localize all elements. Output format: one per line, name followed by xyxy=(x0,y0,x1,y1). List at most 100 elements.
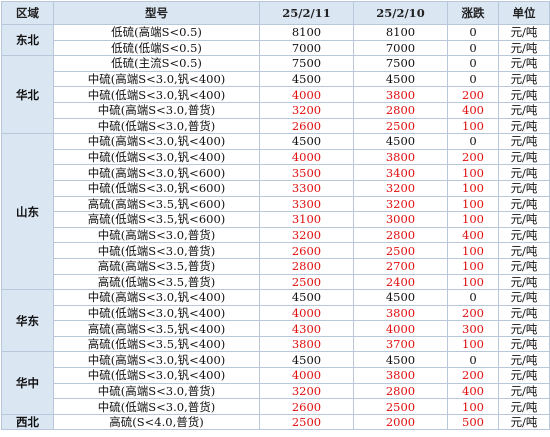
model-cell: 高硫(高端S<3.5,钒<600) xyxy=(53,195,260,213)
unit-cell: 元/吨 xyxy=(498,55,550,72)
region-cell: 华东 xyxy=(1,289,54,353)
table-row: 高硫(低端S<3.5,钒<600) 3100 3000 100 元/吨 xyxy=(2,211,550,228)
price-previous-cell: 3200 xyxy=(353,179,448,197)
table-row: 中硫(低端S<3.0,钒<400) 4000 3800 200 元/吨 xyxy=(2,148,550,166)
table-row: 中硫(高端S<3.0,钒<400) 4500 4500 0 元/吨 xyxy=(2,70,550,88)
price-current-cell: 2600 xyxy=(259,398,354,415)
unit-cell: 元/吨 xyxy=(498,242,550,259)
change-cell: 100 xyxy=(447,335,499,353)
unit-cell: 元/吨 xyxy=(498,70,550,88)
change-cell: 400 xyxy=(447,226,499,244)
price-previous-cell: 7500 xyxy=(353,55,448,72)
change-cell: 0 xyxy=(447,55,499,72)
table-row: 山东 中硫(高端S<3.0,钒<400) 4500 4500 0 元/吨 xyxy=(1,133,550,291)
region-cell: 西北 xyxy=(1,413,54,431)
model-cell: 中硫(低端S<3.0,普货) xyxy=(53,117,260,135)
price-previous-cell: 2500 xyxy=(353,117,448,135)
change-cell: 300 xyxy=(447,320,499,337)
price-current-cell: 4500 xyxy=(259,133,354,150)
table-row: 高硫(高端S<3.5,普货) 2800 2700 100 元/吨 xyxy=(2,257,550,275)
change-cell: 0 xyxy=(447,39,499,57)
table-row: 中硫(低端S<3.0,普货) 2600 2500 100 元/吨 xyxy=(2,242,550,259)
change-cell: 100 xyxy=(447,242,499,259)
model-cell: 中硫(低端S<3.0,钒<400) xyxy=(53,148,260,166)
price-previous-cell: 2700 xyxy=(353,257,448,275)
header-cell: 25/2/11 xyxy=(259,1,354,25)
price-current-cell: 3300 xyxy=(259,195,354,213)
table-row: 高硫(高端S<3.5,钒<400) 4300 4000 300 元/吨 xyxy=(2,320,550,337)
model-cell: 低硫(高端S<0.5) xyxy=(53,24,260,41)
model-cell: 高硫(低端S<3.5,钒<400) xyxy=(53,335,260,353)
header-cell: 单位 xyxy=(498,1,550,25)
price-previous-cell: 2400 xyxy=(353,273,448,291)
change-cell: 100 xyxy=(447,179,499,197)
unit-cell: 元/吨 xyxy=(498,273,550,291)
unit-cell: 元/吨 xyxy=(498,86,550,103)
header-row: 区域 型号 25/2/11 25/2/10 涨跌 单位 xyxy=(1,1,550,25)
model-cell: 中硫(高端S<3.0,钒<400) xyxy=(53,133,260,150)
change-cell: 200 xyxy=(447,304,499,322)
change-cell: 100 xyxy=(447,164,499,181)
region-cell: 东北 xyxy=(1,23,54,57)
table-row: 中硫(高端S<3.0,钒<600) 3500 3400 100 元/吨 xyxy=(2,164,550,181)
header-cell: 25/2/10 xyxy=(353,1,448,25)
unit-cell: 元/吨 xyxy=(498,304,550,322)
price-previous-cell: 4000 xyxy=(353,320,448,337)
price-previous-cell: 3000 xyxy=(353,211,448,228)
unit-cell: 元/吨 xyxy=(498,382,550,400)
model-cell: 中硫(低端S<3.0,普货) xyxy=(53,242,260,259)
change-cell: 100 xyxy=(447,211,499,228)
table-row: 高硫(低端S<3.5,钒<400) 3800 3700 100 元/吨 xyxy=(2,335,550,353)
model-cell: 中硫(低端S<3.0,钒<400) xyxy=(53,367,260,384)
unit-cell: 元/吨 xyxy=(498,117,550,135)
price-previous-cell: 2800 xyxy=(353,226,448,244)
model-cell: 中硫(低端S<3.0,钒<600) xyxy=(53,179,260,197)
model-cell: 中硫(高端S<3.0,钒<400) xyxy=(53,289,260,306)
change-cell: 100 xyxy=(447,398,499,415)
unit-cell: 元/吨 xyxy=(498,148,550,166)
model-cell: 高硫(低端S<3.5,普货) xyxy=(53,273,260,291)
price-previous-cell: 3200 xyxy=(353,195,448,213)
price-current-cell: 3800 xyxy=(259,335,354,353)
unit-cell: 元/吨 xyxy=(498,320,550,337)
table-row: 中硫(高端S<3.0,普货) 3200 2800 400 元/吨 xyxy=(2,226,550,244)
table-row: 中硫(高端S<3.0,普货) 3200 2800 400 元/吨 xyxy=(2,101,550,119)
table-row: 中硫(高端S<3.0,普货) 3200 2800 400 元/吨 xyxy=(2,382,550,400)
price-current-cell: 3100 xyxy=(259,211,354,228)
price-current-cell: 7000 xyxy=(259,39,354,57)
change-cell: 0 xyxy=(447,24,499,41)
price-previous-cell: 7000 xyxy=(353,39,448,57)
unit-cell: 元/吨 xyxy=(498,398,550,415)
model-cell: 中硫(高端S<3.0,钒<400) xyxy=(53,351,260,369)
table-row: 中硫(低端S<3.0,普货) 2600 2500 100 元/吨 xyxy=(2,398,550,415)
price-current-cell: 4500 xyxy=(259,70,354,88)
table-row: 低硫(低端S<0.5) 7000 7000 0 元/吨 xyxy=(2,39,550,57)
unit-cell: 元/吨 xyxy=(498,226,550,244)
change-cell: 100 xyxy=(447,273,499,291)
price-current-cell: 3200 xyxy=(259,101,354,119)
price-current-cell: 4300 xyxy=(259,320,354,337)
price-current-cell: 3200 xyxy=(259,226,354,244)
unit-cell: 元/吨 xyxy=(498,335,550,353)
header-cell: 涨跌 xyxy=(447,1,499,25)
price-current-cell: 3200 xyxy=(259,382,354,400)
table-row: 西北 高硫(S<4.0,普货) 2500 2000 500 元/吨 xyxy=(1,413,550,431)
table-row: 华北 低硫(主流S<0.5) 7500 7500 0 元/吨 xyxy=(1,55,550,135)
price-current-cell: 2800 xyxy=(259,257,354,275)
price-current-cell: 2500 xyxy=(259,413,354,431)
price-current-cell: 4000 xyxy=(259,304,354,322)
price-previous-cell: 3800 xyxy=(353,367,448,384)
change-cell: 200 xyxy=(447,367,499,384)
model-cell: 高硫(高端S<3.5,普货) xyxy=(53,257,260,275)
change-cell: 0 xyxy=(447,351,499,369)
table-row: 中硫(低端S<3.0,钒<400) 4000 3800 200 元/吨 xyxy=(2,367,550,384)
price-current-cell: 4000 xyxy=(259,148,354,166)
table-body: 东北 低硫(高端S<0.5) 8100 8100 0 元/吨 低硫(低端S<0.5) 7000… xyxy=(1,23,550,431)
unit-cell: 元/吨 xyxy=(498,24,550,41)
change-cell: 100 xyxy=(447,195,499,213)
model-cell: 高硫(S<4.0,普货) xyxy=(53,413,260,431)
model-cell: 中硫(高端S<3.0,普货) xyxy=(53,101,260,119)
region-cell: 华北 xyxy=(1,55,54,135)
